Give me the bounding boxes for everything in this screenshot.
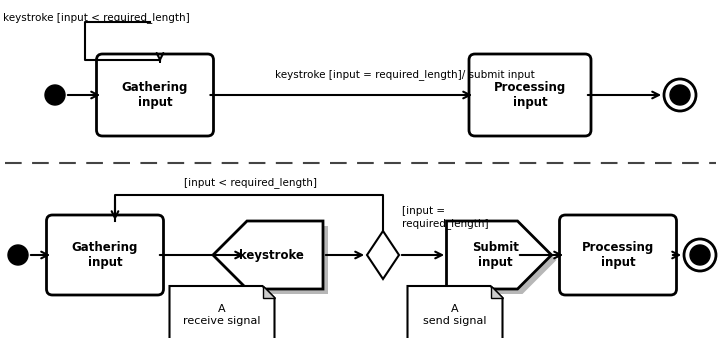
Circle shape [670, 85, 690, 105]
Circle shape [684, 239, 716, 271]
Polygon shape [169, 286, 275, 338]
Polygon shape [451, 226, 557, 294]
Circle shape [664, 79, 696, 111]
Text: [input =
required_length]: [input = required_length] [402, 207, 489, 229]
Circle shape [45, 85, 65, 105]
Text: keystroke: keystroke [239, 248, 304, 262]
Polygon shape [367, 231, 399, 279]
FancyBboxPatch shape [46, 215, 164, 295]
Polygon shape [446, 221, 552, 289]
Text: A
send signal: A send signal [423, 304, 487, 326]
Text: Submit
input: Submit input [472, 241, 519, 269]
Polygon shape [262, 286, 275, 298]
Polygon shape [407, 286, 503, 338]
Text: A
receive signal: A receive signal [183, 304, 261, 326]
Text: keystroke [input = required_length]/ submit input: keystroke [input = required_length]/ sub… [275, 69, 535, 80]
Polygon shape [213, 221, 323, 289]
Circle shape [690, 245, 710, 265]
Text: Processing
input: Processing input [582, 241, 654, 269]
Text: Gathering
input: Gathering input [72, 241, 138, 269]
Polygon shape [490, 286, 503, 298]
Text: Gathering
input: Gathering input [122, 81, 188, 109]
FancyBboxPatch shape [469, 54, 591, 136]
Circle shape [8, 245, 28, 265]
Text: [input < required_length]: [input < required_length] [184, 177, 317, 188]
FancyBboxPatch shape [97, 54, 213, 136]
FancyBboxPatch shape [559, 215, 676, 295]
Polygon shape [218, 226, 328, 294]
Text: keystroke [input < required_length]: keystroke [input < required_length] [3, 12, 190, 23]
Text: Processing
input: Processing input [494, 81, 566, 109]
